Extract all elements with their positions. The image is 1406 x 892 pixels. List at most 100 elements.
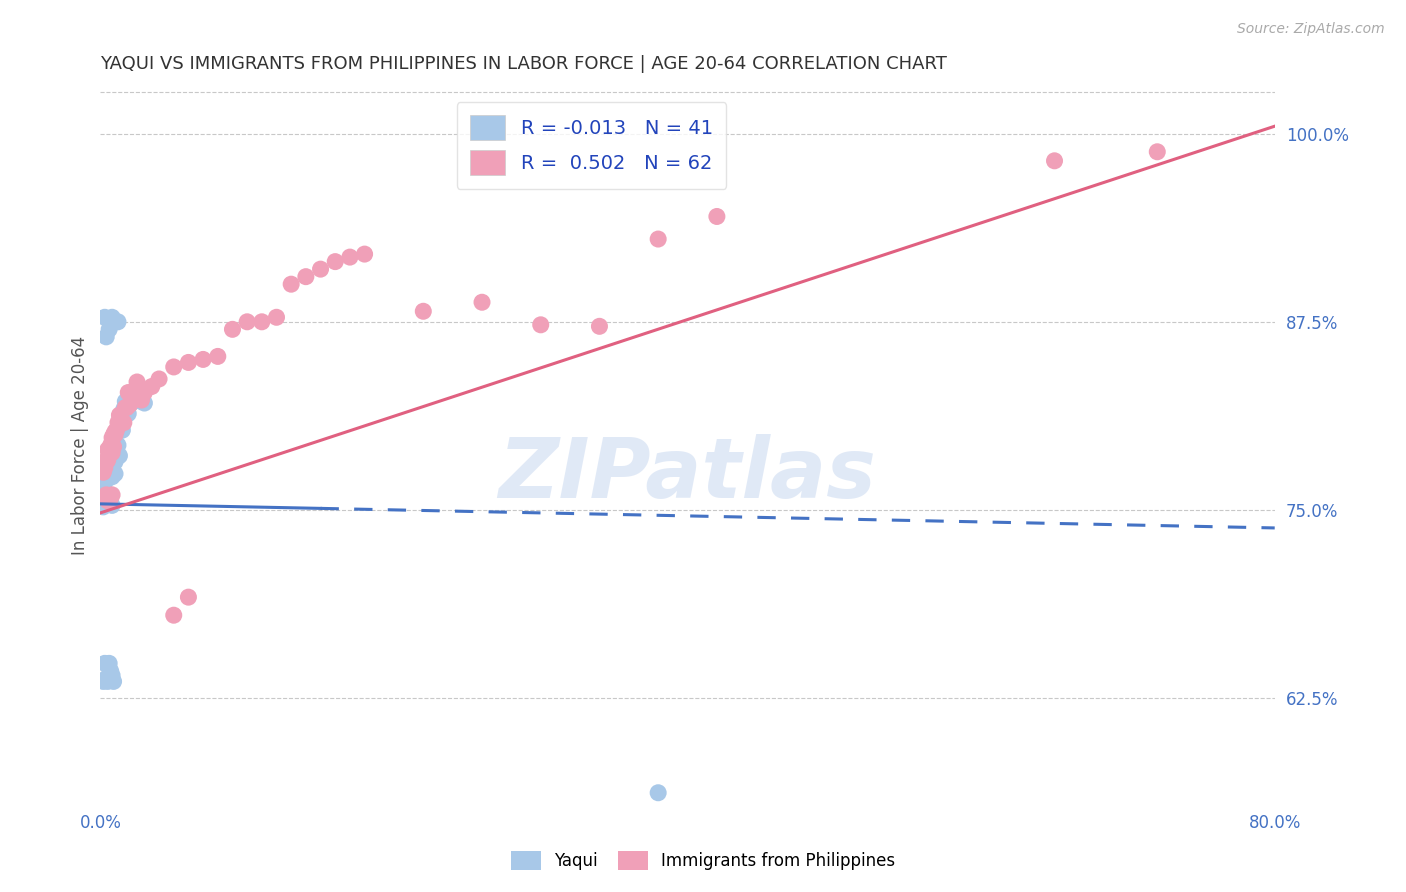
Point [530,318,553,332]
Point [101,668,124,682]
Point [100,664,122,678]
Point [98,493,121,508]
Point [94,475,117,490]
Point [163,608,186,623]
Legend: Yaqui, Immigrants from Philippines: Yaqui, Immigrants from Philippines [505,844,901,877]
Point [101,431,124,445]
Point [117,385,139,400]
Point [96,455,118,469]
Point [100,442,122,457]
Point [100,491,122,505]
Point [471,295,494,310]
Point [134,385,156,400]
Point [118,398,141,412]
Point [280,277,302,292]
Point [706,210,728,224]
Point [141,379,163,393]
Point [105,442,128,457]
Point [339,250,361,264]
Point [97,493,120,508]
Point [96,453,118,467]
Point [111,423,134,437]
Point [108,449,131,463]
Point [94,491,117,505]
Point [114,401,136,415]
Point [97,493,120,508]
Point [191,352,214,367]
Point [412,304,434,318]
Point [104,455,127,469]
Point [323,254,346,268]
Point [236,315,259,329]
Point [111,416,134,430]
Point [588,319,610,334]
Point [115,401,138,415]
Point [112,416,135,430]
Point [131,394,153,409]
Point [647,232,669,246]
Text: YAQUI VS IMMIGRANTS FROM PHILIPPINES IN LABOR FORCE | AGE 20-64 CORRELATION CHAR: YAQUI VS IMMIGRANTS FROM PHILIPPINES IN … [100,55,948,73]
Point [134,396,156,410]
Point [295,269,318,284]
Point [353,247,375,261]
Point [107,416,129,430]
Point [98,442,121,457]
Text: Source: ZipAtlas.com: Source: ZipAtlas.com [1237,22,1385,37]
Point [91,465,114,479]
Point [98,657,121,671]
Point [103,440,125,454]
Point [107,315,129,329]
Point [98,491,121,505]
Point [110,416,132,430]
Point [103,465,125,479]
Point [177,590,200,604]
Point [98,447,121,461]
Point [94,657,117,671]
Point [96,672,118,686]
Y-axis label: In Labor Force | Age 20-64: In Labor Force | Age 20-64 [72,336,89,556]
Point [125,392,148,407]
Point [97,453,120,467]
Point [101,446,124,460]
Point [121,385,143,400]
Point [107,438,129,452]
Point [96,488,118,502]
Point [97,442,120,457]
Point [1146,145,1168,159]
Point [100,460,122,475]
Point [103,674,125,689]
Point [97,460,120,475]
Point [96,330,118,344]
Point [118,398,141,412]
Point [104,425,127,439]
Point [101,470,124,484]
Point [221,322,243,336]
Point [110,423,132,437]
Point [94,458,117,472]
Legend: R = -0.013   N = 41, R =  0.502   N = 62: R = -0.013 N = 41, R = 0.502 N = 62 [457,102,727,189]
Point [647,786,669,800]
Point [309,262,332,277]
Point [114,394,136,409]
Point [105,423,128,437]
Point [91,674,114,689]
Point [163,359,186,374]
Point [104,467,127,481]
Point [177,355,200,369]
Point [97,674,120,689]
Point [250,315,273,329]
Point [117,407,139,421]
Point [100,438,122,452]
Point [98,322,121,336]
Point [101,310,124,325]
Point [108,408,131,422]
Point [121,394,143,409]
Point [94,310,117,325]
Point [104,427,127,442]
Point [115,394,138,409]
Point [131,392,153,407]
Point [101,499,124,513]
Point [91,500,114,514]
Point [125,375,148,389]
Point [94,465,117,479]
